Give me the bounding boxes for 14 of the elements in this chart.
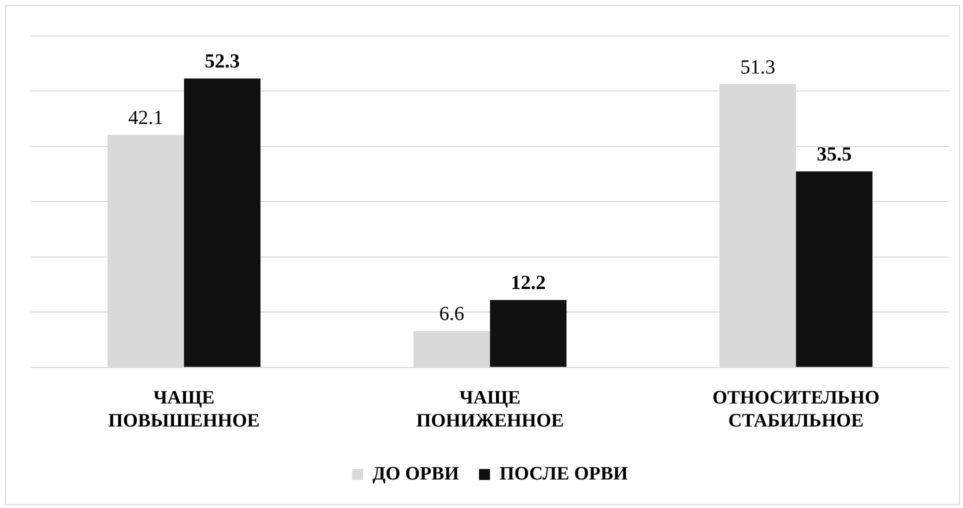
- data-label: 12.2: [510, 272, 546, 294]
- bar: [796, 171, 872, 367]
- data-label: 42.1: [128, 107, 164, 130]
- x-tick-label: ЧАЩЕ ПОВЫШЕННОЕ: [108, 388, 260, 432]
- bar: [490, 300, 566, 367]
- x-tick-label: ОТНОСИТЕЛЬНО СТАБИЛЬНОЕ: [712, 388, 880, 432]
- legend-label: ДО ОРВИ: [372, 463, 460, 484]
- legend-label: ПОСЛЕ ОРВИ: [499, 463, 628, 484]
- data-label: 51.3: [740, 56, 776, 78]
- data-label: 35.5: [816, 143, 852, 166]
- x-tick-label: ЧАЩЕ ПОНИЖЕННОЕ: [416, 388, 564, 432]
- bar: [184, 78, 260, 367]
- data-label: 6.6: [439, 303, 464, 326]
- data-label: 52.3: [204, 50, 240, 73]
